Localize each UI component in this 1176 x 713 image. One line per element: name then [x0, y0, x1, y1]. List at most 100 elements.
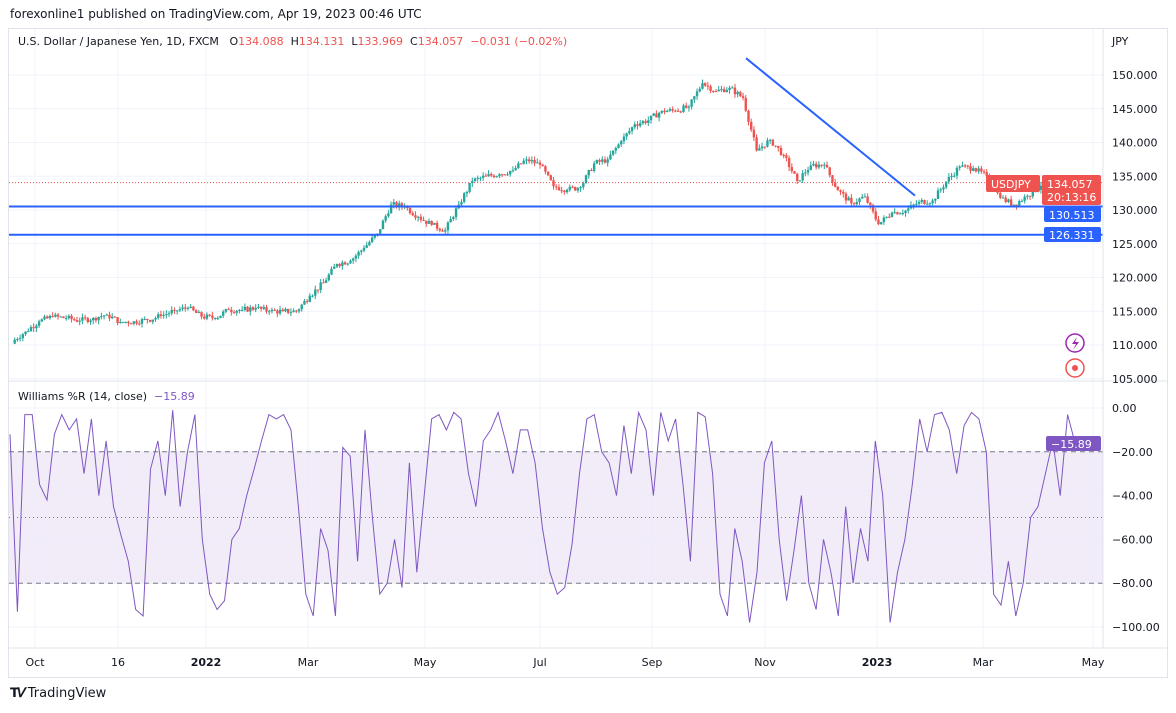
candle-body [787, 157, 791, 168]
candle-body [812, 163, 815, 166]
candle-body [495, 176, 498, 178]
candle-body [1018, 200, 1021, 206]
time-axis[interactable]: Oct 16 2022 Mar May Jul Sep Nov 2023 Mar May [25, 656, 1104, 669]
level1-badge-text: 130.513 [1049, 209, 1095, 222]
price-tick: 105.000 [1112, 373, 1158, 386]
candle-body [441, 230, 444, 232]
horizontal-lines[interactable] [9, 205, 1103, 236]
candle-body [617, 144, 620, 148]
candle-body [625, 133, 628, 137]
candle-body [850, 197, 853, 204]
candle-body [70, 315, 73, 320]
candle-body [78, 320, 81, 322]
candle-body [741, 96, 745, 98]
candle-body [430, 220, 433, 225]
price-axis[interactable]: 150.000 145.000 140.000 135.000 130.000 125.0… [1112, 69, 1158, 386]
wr-value-badge: −15.89 [1046, 436, 1101, 451]
candle-body [739, 91, 742, 97]
candle-body [882, 217, 886, 222]
published-caption: forexonline1 published on TradingView.co… [10, 7, 422, 21]
candle-body [86, 318, 90, 322]
candle-body [736, 91, 739, 95]
candle-body [747, 110, 750, 122]
candle-body [972, 168, 975, 171]
candle-body [942, 187, 945, 190]
candle-body [292, 310, 295, 313]
candle-body [492, 175, 496, 178]
candle-body [966, 165, 970, 167]
candle-body [750, 121, 753, 130]
candle-body [124, 321, 127, 323]
candle-body [257, 306, 260, 308]
candle-body [54, 314, 57, 317]
candle-body [322, 282, 325, 284]
price-tick: 125.000 [1112, 238, 1158, 251]
candle-body [852, 203, 856, 205]
trendline[interactable] [745, 57, 916, 197]
candle-body [379, 229, 382, 234]
candle-body [92, 318, 95, 321]
candle-body [132, 321, 136, 324]
candle-body [46, 316, 49, 319]
candle-body [798, 180, 802, 182]
candle-body [97, 317, 100, 321]
candle-body [73, 319, 76, 321]
candle-body [1026, 195, 1029, 197]
candle-body [939, 189, 942, 191]
candle-body [446, 222, 450, 231]
record-icon[interactable] [1065, 358, 1085, 378]
candle-body [898, 213, 902, 215]
candle-body [425, 220, 428, 224]
candle-body [500, 174, 504, 176]
candle-body [51, 315, 54, 317]
tradingview-logo[interactable]: ꓔ𝘝 TradingView [10, 686, 106, 701]
candle-body [330, 268, 333, 275]
candle-body [530, 160, 534, 162]
candle-body [611, 150, 615, 155]
candle-body [170, 309, 173, 314]
candle-body [35, 325, 38, 329]
candle-body [165, 314, 168, 316]
candle-body [817, 164, 821, 168]
candle-body [235, 310, 238, 313]
candle-body [1009, 199, 1013, 206]
time-tick: May [414, 656, 437, 669]
candle-body [444, 230, 447, 232]
candle-body [94, 318, 98, 321]
indicator-legend: Williams %R (14, close) −15.89 [18, 390, 195, 403]
candle-body [1007, 199, 1010, 203]
candle-body [963, 165, 967, 167]
indicator-axis[interactable]: 0.00 −20.00 −40.00 −60.00 −80.00 −100.00 [1112, 402, 1160, 634]
indicator-value: −15.89 [154, 390, 195, 403]
candle-body [668, 109, 672, 111]
candle-body [774, 145, 777, 147]
currency-label: JPY [1111, 35, 1129, 48]
candle-body [649, 115, 653, 121]
candle-body [18, 338, 22, 340]
lightning-icon[interactable] [1065, 333, 1085, 353]
candle-body [576, 188, 580, 191]
level2-badge-text: 126.331 [1049, 229, 1095, 242]
candle-body [977, 168, 980, 172]
indicator-tick: −100.00 [1112, 621, 1160, 634]
candle-body [476, 177, 479, 179]
candle-body [400, 203, 404, 207]
candle-body [760, 146, 764, 149]
indicator-tick: −80.00 [1112, 577, 1153, 590]
indicator-name: Williams %R (14, close) [18, 390, 148, 403]
candle-body [357, 251, 360, 256]
candle-body [295, 310, 298, 312]
time-tick: Mar [973, 656, 994, 669]
candle-body [354, 255, 358, 259]
candle-body [208, 314, 211, 316]
brand-name: TradingView [27, 686, 107, 701]
level1-badge: 130.513 [1044, 207, 1101, 222]
candle-body [722, 89, 726, 93]
candle-body [167, 313, 171, 315]
candle-body [825, 164, 829, 168]
candle-body [303, 300, 306, 305]
candle-body [620, 141, 623, 145]
candle-body [546, 171, 550, 176]
candle-body [552, 180, 555, 187]
